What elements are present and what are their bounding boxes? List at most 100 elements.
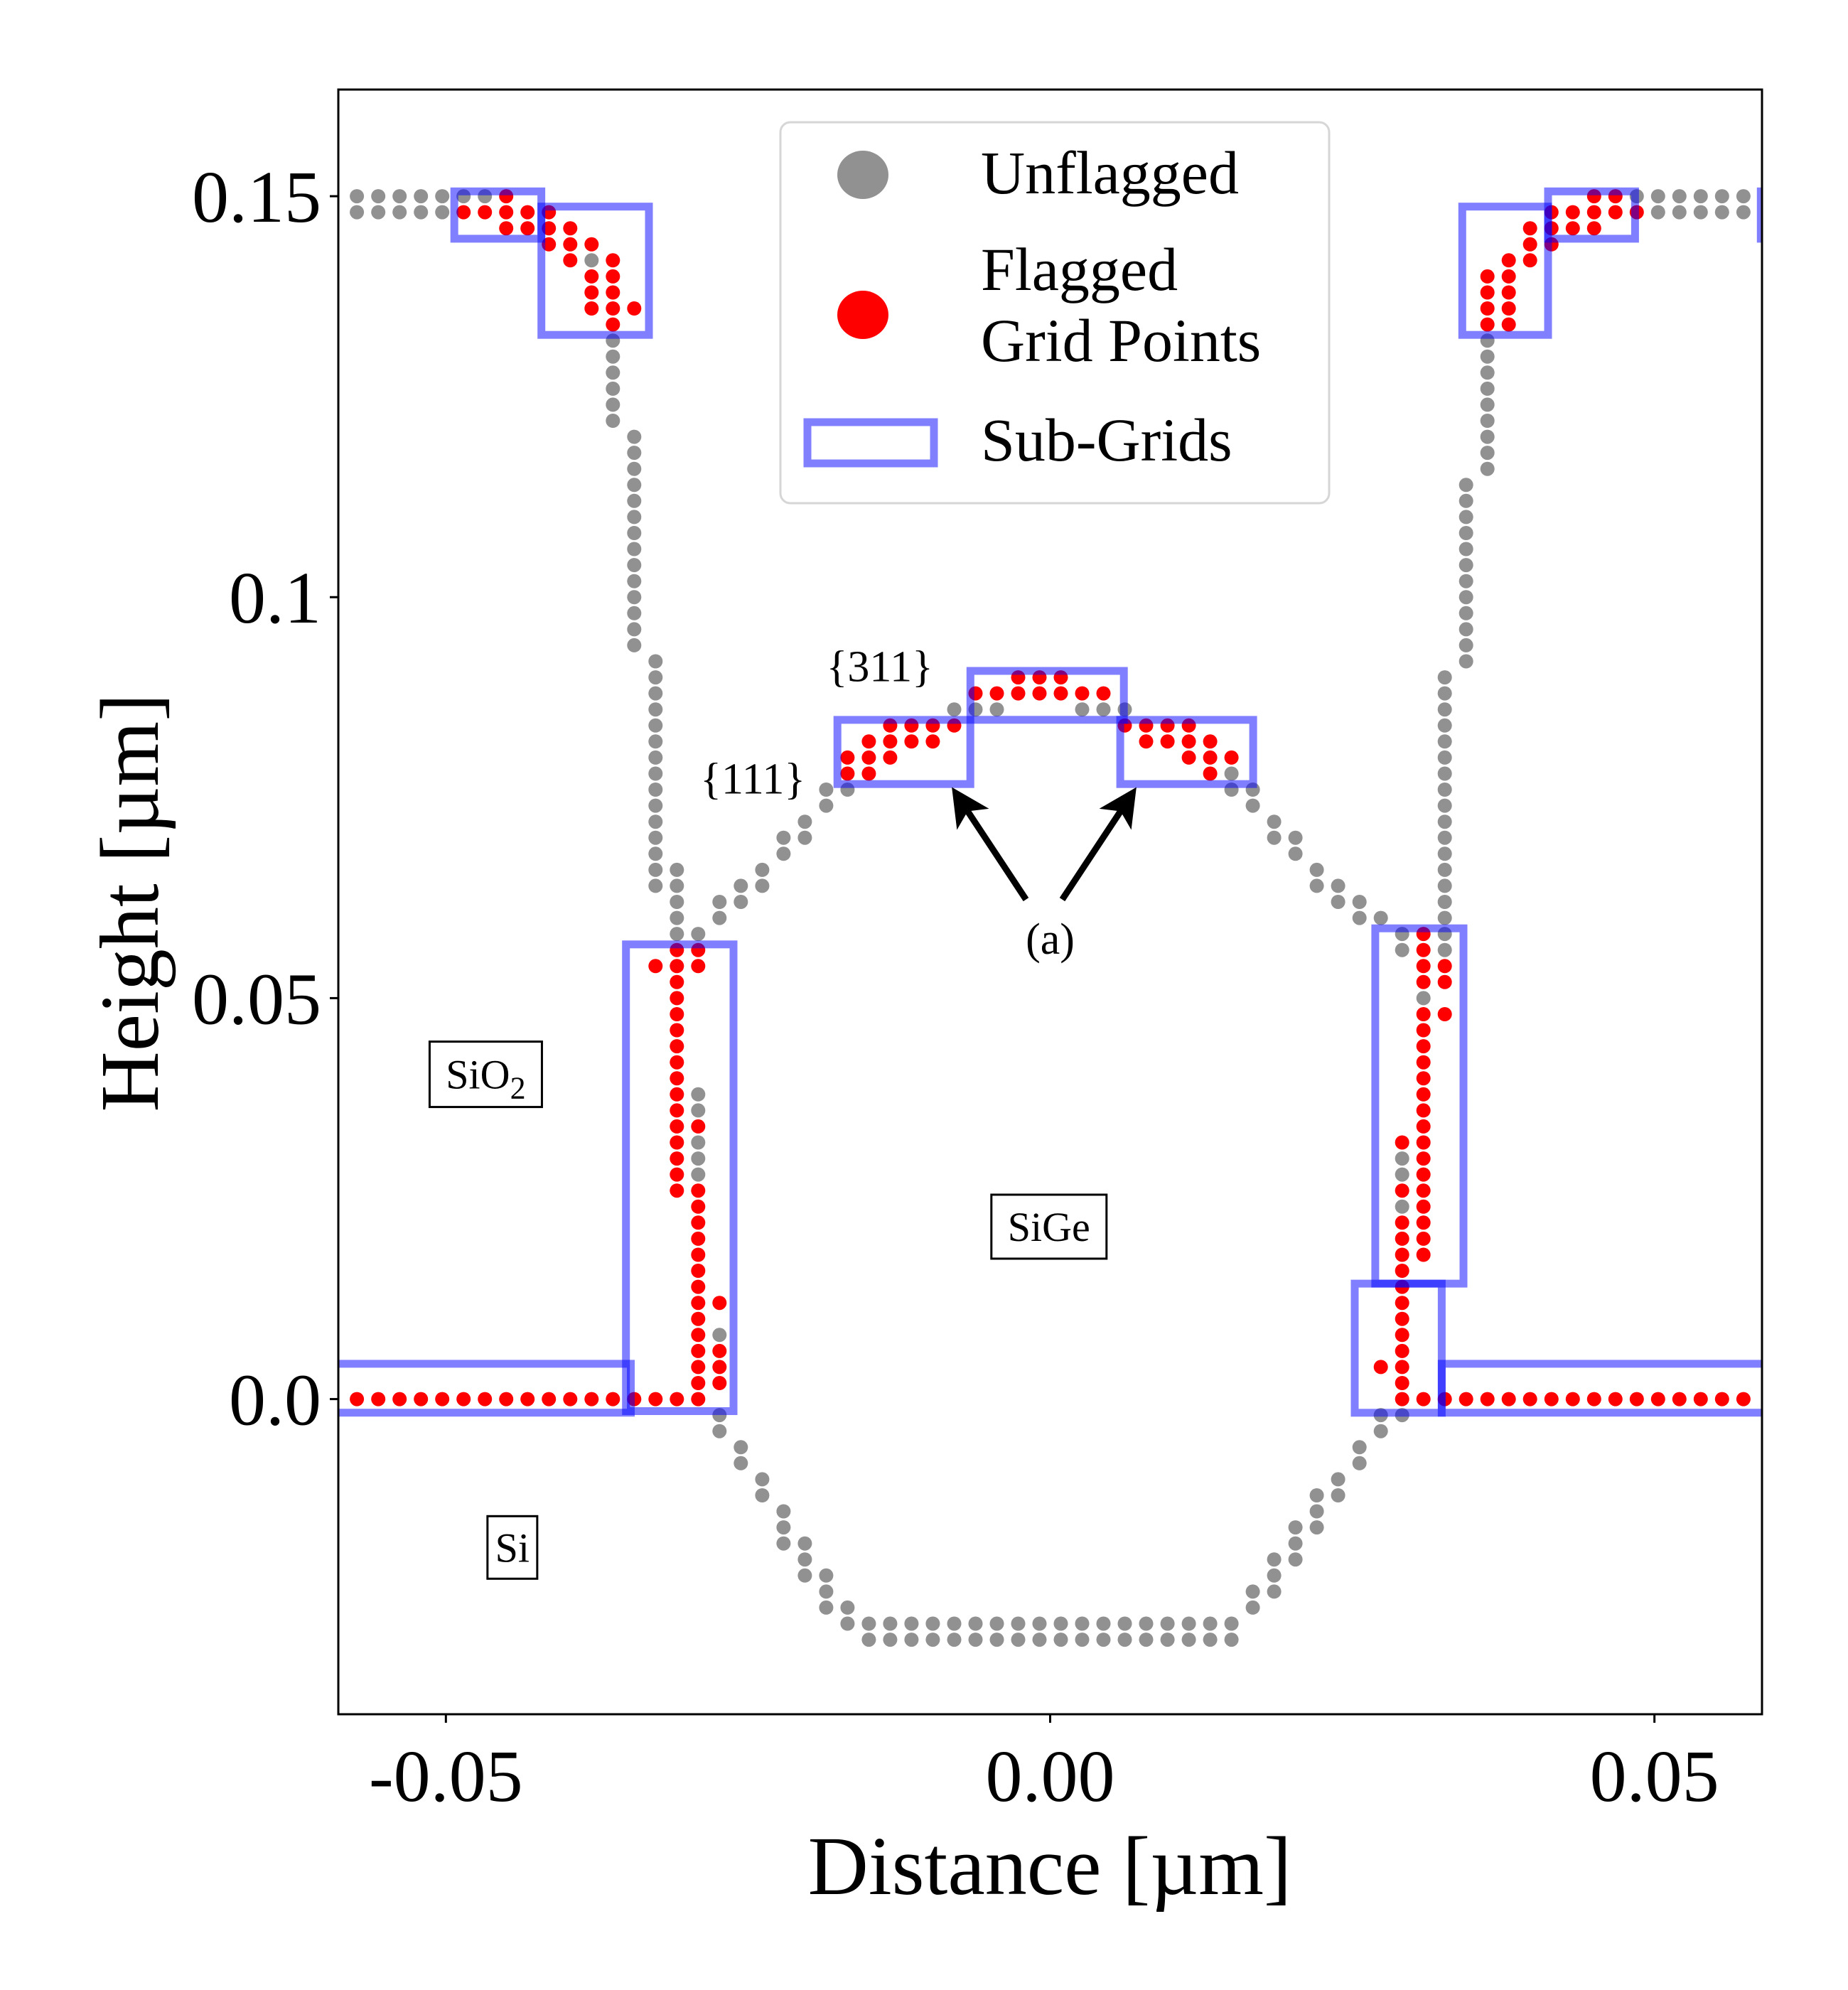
y-tick-label: 0.0 [229, 1360, 321, 1441]
unflagged-point [1032, 1633, 1047, 1647]
flagged-point [691, 1279, 706, 1294]
unflagged-point [1437, 830, 1452, 845]
flagged-point [670, 1071, 684, 1086]
unflagged-point [1011, 1616, 1026, 1631]
legend-flagged-label-line2: Grid Points [981, 306, 1261, 375]
flagged-point [670, 1007, 684, 1021]
flagged-point [670, 1023, 684, 1038]
legend-subgrids-marker [803, 418, 938, 468]
unflagged-point [1117, 1616, 1132, 1631]
unflagged-point [989, 1633, 1004, 1647]
flagged-point [1650, 1392, 1665, 1407]
unflagged-point [414, 189, 429, 204]
unflagged-point [819, 798, 834, 813]
arrow-right [1059, 787, 1137, 902]
flagged-point [1693, 1392, 1708, 1407]
unflagged-point [1373, 910, 1388, 925]
flagged-point [1416, 1231, 1431, 1246]
flagged-point [1544, 1392, 1559, 1407]
unflagged-point [712, 910, 727, 925]
unflagged-point [371, 189, 386, 204]
flagged-point [584, 269, 599, 284]
unflagged-point [1736, 189, 1751, 204]
unflagged-point [1437, 734, 1452, 749]
flagged-point [840, 766, 855, 781]
unflagged-point [1245, 1600, 1260, 1615]
unflagged-point [1437, 670, 1452, 685]
flagged-point [691, 959, 706, 974]
unflagged-point [1181, 1616, 1196, 1631]
flagged-point [1395, 1231, 1409, 1246]
unflagged-point [1480, 381, 1495, 396]
flagged-point [1416, 1215, 1431, 1230]
flagged-point [1160, 734, 1175, 749]
flagged-point [1416, 1167, 1431, 1182]
unflagged-point [1352, 910, 1367, 925]
unflagged-point [1352, 1440, 1367, 1455]
unflagged-point [627, 429, 642, 444]
legend-item-flagged: Flagged Grid Points [837, 235, 1261, 375]
flagged-point [1416, 1055, 1431, 1070]
subgrid-box [1544, 187, 1639, 243]
flagged-point [1395, 1183, 1409, 1198]
flagged-point [606, 317, 621, 332]
flagged-point [1203, 734, 1218, 749]
unflagged-point [712, 1328, 727, 1343]
unflagged-point [1480, 365, 1495, 380]
unflagged-point [989, 702, 1004, 717]
unflagged-point [627, 638, 642, 652]
unflagged-point [1245, 1584, 1260, 1599]
unflagged-point [755, 1472, 770, 1487]
unflagged-point [1437, 686, 1452, 701]
unflagged-point [947, 702, 962, 717]
unflagged-point [1458, 638, 1473, 652]
unflagged-point [691, 1087, 706, 1102]
unflagged-point [734, 1440, 748, 1455]
flagged-point [606, 301, 621, 316]
unflagged-point [1395, 942, 1409, 957]
flagged-point [1416, 1007, 1431, 1021]
unflagged-point [712, 895, 727, 909]
unflagged-point [1672, 205, 1687, 220]
flagged-point [1565, 221, 1580, 236]
unflagged-point [648, 798, 663, 813]
flagged-point [1224, 750, 1239, 765]
flagged-points [350, 189, 1751, 1407]
flagged-point [542, 1392, 557, 1407]
unflagged-point [350, 189, 365, 204]
unflagged-point [1437, 798, 1452, 813]
flagged-point [1480, 269, 1495, 284]
facet-111-label: {111} [700, 755, 805, 803]
flagged-point [1181, 734, 1196, 749]
unflagged-point [1245, 798, 1260, 813]
unflagged-point [648, 654, 663, 669]
unflagged-point [734, 1456, 748, 1470]
flagged-point [1395, 1392, 1409, 1407]
sio2-subscript: 2 [510, 1071, 526, 1106]
unflagged-point [1458, 493, 1473, 508]
flagged-point [670, 1183, 684, 1198]
unflagged-point [925, 1616, 940, 1631]
unflagged-point [1458, 590, 1473, 605]
unflagged-point [691, 1167, 706, 1182]
flagged-point [1458, 1392, 1473, 1407]
flagged-point [1565, 1392, 1580, 1407]
flagged-point [1672, 1392, 1687, 1407]
unflagged-point [1714, 189, 1729, 204]
flagged-point [1522, 237, 1537, 252]
flagged-point [1501, 253, 1516, 268]
flagged-point [1373, 1360, 1388, 1375]
flagged-point [1714, 1392, 1729, 1407]
unflagged-points [350, 189, 1751, 1647]
legend-item-subgrids: Sub-Grids [803, 406, 1232, 474]
legend-unflagged-label: Unflagged [981, 139, 1239, 207]
unflagged-point [1437, 766, 1452, 781]
flagged-point [1480, 285, 1495, 300]
unflagged-point [1416, 991, 1431, 1006]
flagged-point [1416, 1103, 1431, 1118]
unflagged-point [1267, 814, 1282, 829]
unflagged-point [1437, 750, 1452, 765]
flagged-point [627, 301, 642, 316]
unflagged-point [947, 1616, 962, 1631]
unflagged-point [1224, 1633, 1239, 1647]
